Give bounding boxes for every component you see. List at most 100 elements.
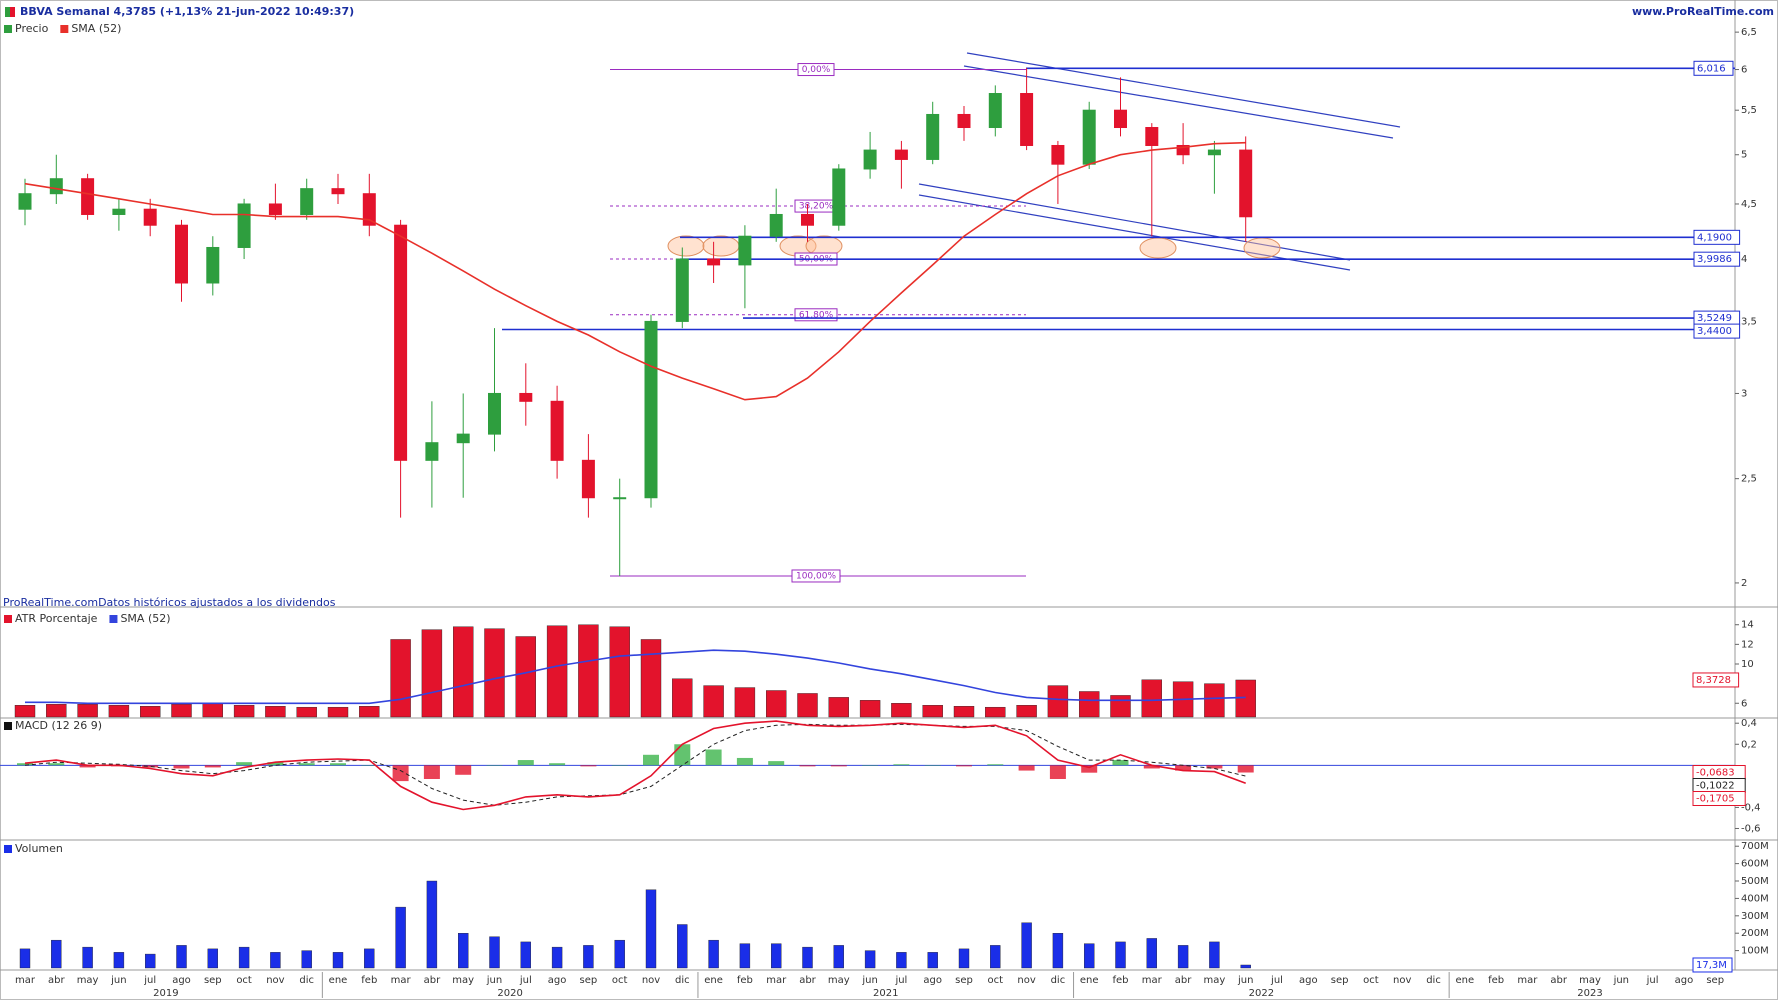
x-tick-label: feb <box>1112 975 1128 986</box>
bar <box>238 946 250 969</box>
bar <box>359 706 380 718</box>
histogram-bar <box>549 763 566 766</box>
bar <box>766 690 787 718</box>
bar <box>113 952 125 969</box>
histogram-bar <box>455 765 472 775</box>
level-label-box <box>1693 60 1734 76</box>
y-tick-label: 400M <box>1741 893 1769 904</box>
x-tick-label: feb <box>361 975 377 986</box>
bar <box>833 945 844 969</box>
bar <box>390 639 411 718</box>
legend-swatch <box>4 722 12 730</box>
histogram-bar <box>674 744 691 766</box>
x-tick-label: sep <box>1331 975 1349 986</box>
bar <box>864 950 876 969</box>
y-tick-label: 6 <box>1741 65 1747 76</box>
candle-body <box>112 208 126 215</box>
bar <box>520 941 531 969</box>
level-label: 3,9986 <box>1697 254 1732 265</box>
histogram-bar <box>204 765 221 768</box>
y-tick-label: 600M <box>1741 859 1769 870</box>
bar <box>708 939 719 969</box>
x-tick-label: nov <box>1393 975 1411 986</box>
year-label: 2019 <box>153 988 178 999</box>
bar <box>426 880 438 969</box>
legend-label: SMA (52) <box>71 22 121 35</box>
x-tick-label: oct <box>612 975 628 986</box>
x-tick-label: mar <box>391 975 412 986</box>
value-label-box <box>1692 672 1740 688</box>
histogram-bar <box>423 765 440 779</box>
x-tick-label: oct <box>1363 975 1379 986</box>
y-tick-label: 500M <box>1741 876 1769 887</box>
bar <box>301 950 312 969</box>
x-tick-label: abr <box>1175 975 1192 986</box>
histogram-bar <box>862 765 879 766</box>
value-label: -0,1022 <box>1696 781 1735 792</box>
x-tick-label: jul <box>1646 975 1659 986</box>
x-tick-label: mar <box>1142 975 1163 986</box>
x-tick-label: oct <box>236 975 252 986</box>
bar <box>1052 933 1064 969</box>
x-tick-label: feb <box>1488 975 1504 986</box>
x-tick-label: nov <box>642 975 660 986</box>
candle-body <box>81 178 95 215</box>
candle-body <box>425 442 439 461</box>
bar <box>1083 943 1095 969</box>
bar <box>1235 679 1256 718</box>
value-label: -0,0683 <box>1696 768 1735 779</box>
histogram-bar <box>236 762 253 766</box>
bar <box>207 948 219 969</box>
bar <box>609 626 630 718</box>
x-tick-label: ago <box>1675 975 1694 986</box>
x-tick-label: sep <box>955 975 973 986</box>
bar <box>46 704 67 718</box>
histogram-bar <box>830 765 847 767</box>
x-tick-label: nov <box>1017 975 1035 986</box>
bar <box>296 706 317 718</box>
bar <box>1146 938 1158 969</box>
bar <box>1021 922 1032 969</box>
bar <box>734 687 756 718</box>
y-tick-label: 6,5 <box>1741 27 1757 38</box>
histogram-bar <box>486 765 503 766</box>
bar <box>703 685 724 718</box>
legend-label: SMA (52) <box>120 612 170 625</box>
y-tick-label: 4 <box>1741 254 1747 265</box>
histogram-bar <box>1081 765 1098 773</box>
bar <box>1047 685 1069 718</box>
trend-line <box>918 194 1351 271</box>
x-tick-label: jul <box>143 975 156 986</box>
legend-swatch <box>109 615 118 623</box>
source: www.ProRealTime.com <box>1632 5 1774 18</box>
candle-body <box>394 224 408 461</box>
histogram-bar <box>643 754 659 766</box>
candle-body <box>331 188 345 195</box>
candle-body <box>832 168 846 226</box>
y-tick-label: 200M <box>1741 928 1769 939</box>
x-tick-label: jun <box>1613 975 1629 986</box>
level-label: 4,1900 <box>1697 232 1732 243</box>
year-label: 2021 <box>873 988 898 999</box>
x-tick-label: jul <box>1270 975 1283 986</box>
level-label-box <box>1693 229 1741 245</box>
year-label: 2022 <box>1249 988 1274 999</box>
x-tick-label: nov <box>266 975 284 986</box>
histogram-bar <box>768 761 785 766</box>
x-tick-label: jun <box>1237 975 1253 986</box>
bar <box>927 952 938 969</box>
x-tick-label: sep <box>1706 975 1724 986</box>
candle-body <box>1239 149 1253 218</box>
bar <box>677 924 688 969</box>
level-label-box <box>1693 323 1741 339</box>
x-tick-label: abr <box>799 975 816 986</box>
histogram-bar <box>17 763 33 766</box>
bar <box>82 946 93 969</box>
y-tick-label: 10 <box>1741 659 1754 670</box>
bar <box>270 952 281 969</box>
histogram-bar <box>517 760 534 766</box>
bar <box>233 705 255 718</box>
bar <box>859 700 881 718</box>
bar <box>551 946 563 969</box>
histogram-bar <box>392 765 409 782</box>
